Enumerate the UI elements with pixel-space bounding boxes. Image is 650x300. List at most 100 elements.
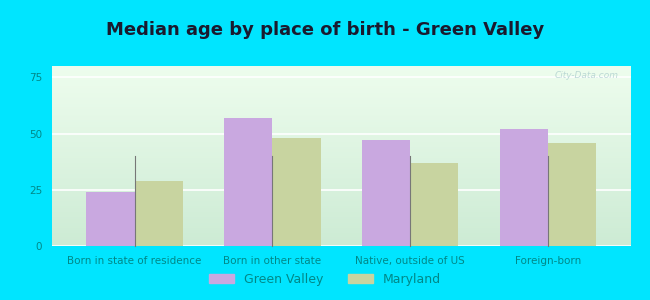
- Bar: [52, 214, 630, 215]
- Bar: [135, 181, 183, 246]
- Bar: [52, 104, 630, 106]
- Bar: [52, 160, 630, 161]
- Bar: [52, 113, 630, 115]
- Bar: [52, 208, 630, 210]
- Bar: [52, 95, 630, 97]
- Bar: [52, 77, 630, 79]
- Bar: [52, 192, 630, 194]
- Bar: [52, 235, 630, 237]
- Bar: [52, 228, 630, 230]
- Bar: [52, 80, 630, 82]
- Bar: [52, 210, 630, 212]
- Bar: [52, 73, 630, 75]
- Bar: [52, 82, 630, 84]
- Bar: [52, 199, 630, 201]
- Bar: [52, 183, 630, 185]
- Bar: [52, 147, 630, 149]
- Bar: [52, 219, 630, 221]
- Bar: [52, 84, 630, 86]
- Bar: [52, 98, 630, 100]
- Bar: [52, 203, 630, 205]
- Bar: [52, 244, 630, 246]
- Bar: [52, 66, 630, 68]
- Bar: [52, 223, 630, 224]
- Bar: [52, 134, 630, 136]
- Bar: [52, 106, 630, 107]
- Bar: [52, 172, 630, 174]
- Bar: [52, 131, 630, 133]
- Bar: [548, 142, 596, 246]
- Bar: [52, 196, 630, 197]
- Bar: [52, 179, 630, 181]
- Bar: [52, 201, 630, 203]
- Bar: [52, 93, 630, 95]
- Bar: [52, 129, 630, 131]
- Bar: [272, 138, 320, 246]
- Bar: [52, 124, 630, 125]
- Bar: [410, 163, 458, 246]
- Bar: [52, 149, 630, 151]
- Bar: [52, 233, 630, 235]
- Bar: [52, 100, 630, 102]
- Bar: [52, 70, 630, 71]
- Bar: [52, 230, 630, 232]
- Text: City-Data.com: City-Data.com: [555, 71, 619, 80]
- Bar: [52, 143, 630, 145]
- Bar: [52, 167, 630, 169]
- Bar: [52, 239, 630, 241]
- Bar: [52, 178, 630, 179]
- Bar: [52, 68, 630, 70]
- Bar: [52, 136, 630, 138]
- Bar: [52, 88, 630, 89]
- Bar: [52, 187, 630, 188]
- Bar: [52, 212, 630, 214]
- Bar: [500, 129, 548, 246]
- Bar: [52, 161, 630, 163]
- Bar: [52, 232, 630, 233]
- Bar: [52, 217, 630, 219]
- Bar: [224, 118, 272, 246]
- Bar: [52, 71, 630, 73]
- Bar: [52, 107, 630, 109]
- Bar: [362, 140, 410, 246]
- Bar: [52, 127, 630, 129]
- Bar: [52, 142, 630, 143]
- Bar: [52, 111, 630, 113]
- Legend: Green Valley, Maryland: Green Valley, Maryland: [203, 268, 447, 291]
- Bar: [52, 158, 630, 160]
- Bar: [52, 125, 630, 127]
- Bar: [52, 120, 630, 122]
- Bar: [52, 154, 630, 156]
- Bar: [52, 109, 630, 111]
- Bar: [52, 116, 630, 118]
- Bar: [86, 192, 135, 246]
- Bar: [52, 79, 630, 80]
- Bar: [52, 156, 630, 158]
- Bar: [52, 194, 630, 196]
- Bar: [52, 215, 630, 217]
- Bar: [52, 89, 630, 91]
- Text: Median age by place of birth - Green Valley: Median age by place of birth - Green Val…: [106, 21, 544, 39]
- Bar: [52, 140, 630, 142]
- Bar: [52, 151, 630, 152]
- Bar: [52, 163, 630, 165]
- Bar: [52, 174, 630, 176]
- Bar: [52, 170, 630, 172]
- Bar: [52, 118, 630, 120]
- Bar: [52, 226, 630, 228]
- Bar: [52, 91, 630, 93]
- Bar: [52, 197, 630, 199]
- Bar: [52, 75, 630, 77]
- Bar: [52, 102, 630, 104]
- Bar: [52, 133, 630, 134]
- Bar: [52, 122, 630, 124]
- Bar: [52, 224, 630, 226]
- Bar: [52, 242, 630, 244]
- Bar: [52, 185, 630, 187]
- Bar: [52, 152, 630, 154]
- Bar: [52, 115, 630, 116]
- Bar: [52, 241, 630, 242]
- Bar: [52, 190, 630, 192]
- Bar: [52, 176, 630, 178]
- Bar: [52, 145, 630, 147]
